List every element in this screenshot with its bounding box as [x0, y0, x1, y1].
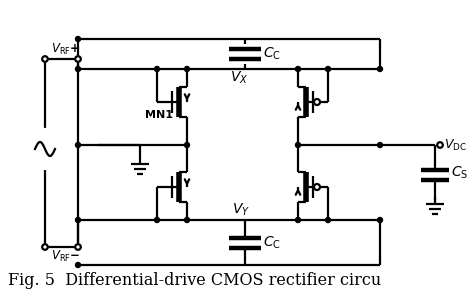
- Circle shape: [75, 67, 81, 72]
- Text: $V_Y$: $V_Y$: [233, 202, 251, 218]
- Circle shape: [295, 217, 301, 222]
- Circle shape: [377, 67, 383, 72]
- Circle shape: [155, 217, 159, 222]
- Text: $V_{\mathsf{RF}}$+: $V_{\mathsf{RF}}$+: [51, 42, 81, 57]
- Circle shape: [155, 67, 159, 72]
- Circle shape: [184, 217, 190, 222]
- Text: MN1: MN1: [145, 110, 173, 120]
- Circle shape: [42, 244, 48, 250]
- Circle shape: [326, 217, 330, 222]
- Text: $V_X$: $V_X$: [230, 70, 249, 86]
- Circle shape: [184, 67, 190, 72]
- Circle shape: [295, 67, 301, 72]
- Circle shape: [314, 184, 320, 190]
- Circle shape: [184, 143, 190, 148]
- Circle shape: [377, 143, 383, 148]
- Circle shape: [314, 99, 320, 105]
- Circle shape: [75, 244, 81, 250]
- Circle shape: [326, 67, 330, 72]
- Text: $C_{\mathsf{C}}$: $C_{\mathsf{C}}$: [263, 234, 281, 251]
- Circle shape: [75, 263, 81, 268]
- Circle shape: [42, 56, 48, 62]
- Circle shape: [75, 56, 81, 62]
- Text: $V_{\mathsf{RF}}$−: $V_{\mathsf{RF}}$−: [51, 249, 81, 264]
- Circle shape: [75, 217, 81, 222]
- Circle shape: [25, 129, 65, 169]
- Text: $C_{\mathsf{S}}$: $C_{\mathsf{S}}$: [451, 165, 468, 181]
- Circle shape: [75, 37, 81, 42]
- Circle shape: [75, 143, 81, 148]
- Text: $C_{\mathsf{C}}$: $C_{\mathsf{C}}$: [263, 46, 281, 62]
- Circle shape: [377, 217, 383, 222]
- Circle shape: [437, 142, 443, 148]
- Text: Fig. 5  Differential-drive CMOS rectifier circu: Fig. 5 Differential-drive CMOS rectifier…: [8, 272, 381, 289]
- Text: $V_{\mathsf{DC}}$: $V_{\mathsf{DC}}$: [444, 138, 467, 153]
- Circle shape: [295, 143, 301, 148]
